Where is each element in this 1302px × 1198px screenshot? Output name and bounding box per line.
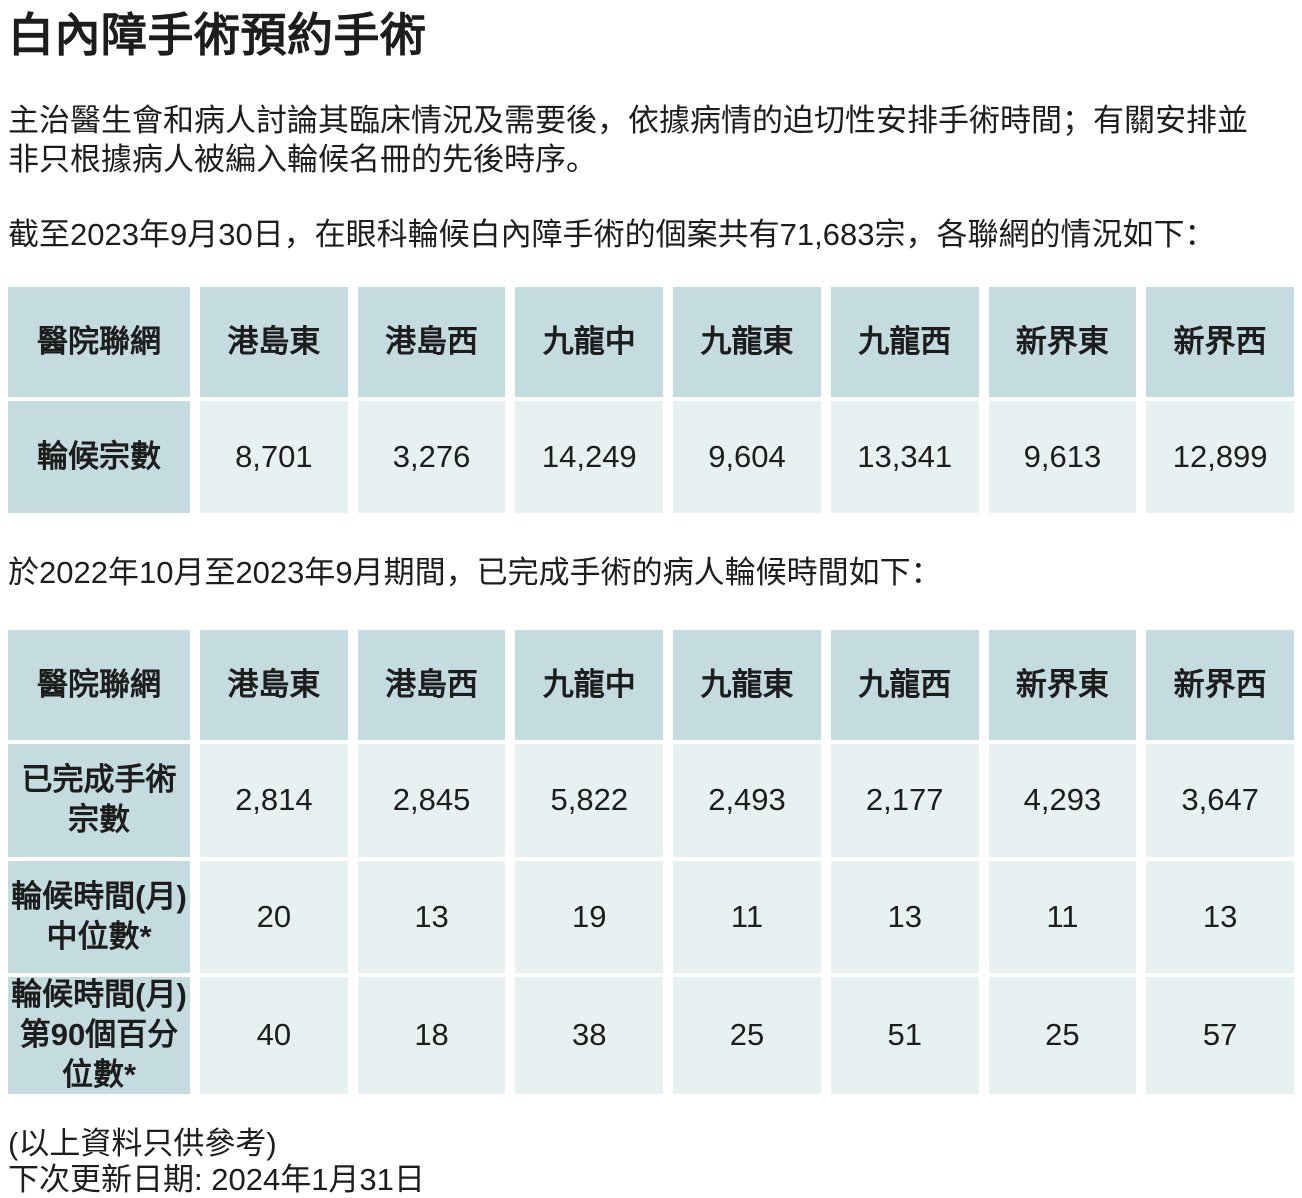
completed-kw: 2,177 [830,743,979,857]
median-hkw: 13 [357,860,506,973]
p90-ke: 25 [673,976,821,1094]
completed-hkw: 2,845 [357,743,506,857]
row-label-90th-percentile-wait: 輪候時間(月) 第90個百分 位數* [8,976,190,1094]
column-header-ntw: 新界西 [1146,286,1294,397]
completed-hke: 2,814 [200,743,348,857]
median-kw: 13 [830,860,979,973]
waiting-cases-ntw: 12,899 [1146,400,1294,513]
p90-hke: 40 [200,976,348,1094]
p90-kw: 51 [830,976,979,1094]
waiting-summary-text: 截至2023年9月30日，在眼科輪候白內障手術的個案共有71,683宗，各聯網的… [8,216,1216,252]
page-title: 白內障手術預約手術 [8,9,427,61]
column-header-ke: 九龍東 [673,629,821,740]
median-ke: 11 [673,860,821,973]
column-header-cluster: 醫院聯網 [8,286,190,397]
column-header-nte: 新界東 [988,286,1137,397]
column-header-nte: 新界東 [988,629,1137,740]
column-header-kw: 九龍西 [830,286,979,397]
next-update-date: 下次更新日期: 2024年1月31日 [8,1161,425,1197]
completed-ke: 2,493 [673,743,821,857]
p90-kc: 38 [515,976,664,1094]
waiting-cases-kw: 13,341 [830,400,979,513]
column-header-cluster: 醫院聯網 [8,629,190,740]
waiting-cases-hkw: 3,276 [357,400,506,513]
waiting-cases-nte: 9,613 [988,400,1137,513]
intro-paragraph: 主治醫生會和病人討論其臨床情況及需要後，依據病情的迫切性安排手術時間；有關安排並… [8,102,1248,177]
column-header-kc: 九龍中 [515,629,664,740]
waiting-cases-ke: 9,604 [673,400,821,513]
median-nte: 11 [988,860,1137,973]
waiting-cases-hke: 8,701 [200,400,348,513]
row-label-completed-surgeries: 已完成手術 宗數 [8,743,190,857]
column-header-hkw: 港島西 [357,629,506,740]
row-label-waiting-cases: 輪候宗數 [8,400,190,513]
completed-nte: 4,293 [988,743,1137,857]
column-header-ntw: 新界西 [1146,629,1294,740]
waiting-cases-kc: 14,249 [515,400,664,513]
p90-nte: 25 [988,976,1137,1094]
column-header-ke: 九龍東 [673,286,821,397]
row-label-median-wait: 輪候時間(月) 中位數* [8,860,190,973]
column-header-kc: 九龍中 [515,286,664,397]
footer-disclaimer: (以上資料只供參考) [8,1125,277,1161]
column-header-hkw: 港島西 [357,286,506,397]
column-header-hke: 港島東 [200,286,348,397]
footer: (以上資料只供參考) 下次更新日期: 2024年1月31日 [8,1126,1294,1198]
p90-hkw: 18 [357,976,506,1094]
completed-kc: 5,822 [515,743,664,857]
completed-summary-text: 於2022年10月至2023年9月期間，已完成手術的病人輪候時間如下： [8,554,942,590]
median-ntw: 13 [1146,860,1294,973]
column-header-kw: 九龍西 [830,629,979,740]
waiting-cases-table: 醫院聯網 港島東 港島西 九龍中 九龍東 九龍西 新界東 新界西 輪候宗數 8,… [8,286,1294,513]
completed-ntw: 3,647 [1146,743,1294,857]
p90-ntw: 57 [1146,976,1294,1094]
waiting-time-table: 醫院聯網 港島東 港島西 九龍中 九龍東 九龍西 新界東 新界西 已完成手術 宗… [8,629,1294,1094]
median-kc: 19 [515,860,664,973]
median-hke: 20 [200,860,348,973]
column-header-hke: 港島東 [200,629,348,740]
